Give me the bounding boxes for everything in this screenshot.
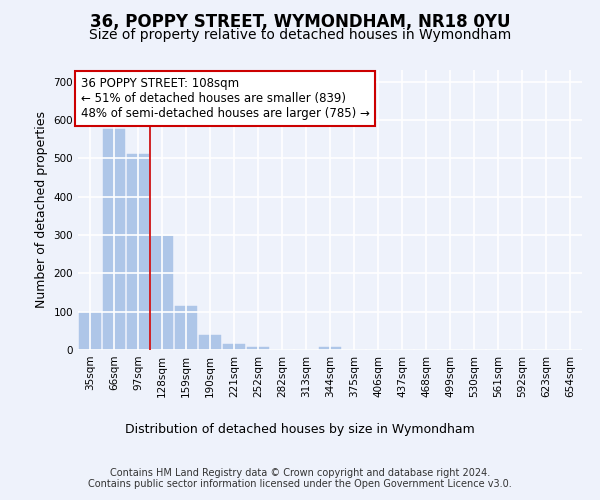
Bar [319, 348, 341, 350]
Bar [199, 336, 221, 350]
Bar [127, 154, 149, 350]
Bar [247, 347, 269, 350]
Bar [103, 130, 125, 350]
Bar [79, 312, 101, 350]
Y-axis label: Number of detached properties: Number of detached properties [35, 112, 48, 308]
Bar [223, 344, 245, 350]
Bar [175, 306, 197, 350]
Text: 36 POPPY STREET: 108sqm
← 51% of detached houses are smaller (839)
48% of semi-d: 36 POPPY STREET: 108sqm ← 51% of detache… [80, 77, 370, 120]
Text: 36, POPPY STREET, WYMONDHAM, NR18 0YU: 36, POPPY STREET, WYMONDHAM, NR18 0YU [90, 12, 510, 30]
Bar [151, 236, 173, 350]
Text: Size of property relative to detached houses in Wymondham: Size of property relative to detached ho… [89, 28, 511, 42]
Text: Contains HM Land Registry data © Crown copyright and database right 2024.
Contai: Contains HM Land Registry data © Crown c… [88, 468, 512, 489]
Text: Distribution of detached houses by size in Wymondham: Distribution of detached houses by size … [125, 422, 475, 436]
